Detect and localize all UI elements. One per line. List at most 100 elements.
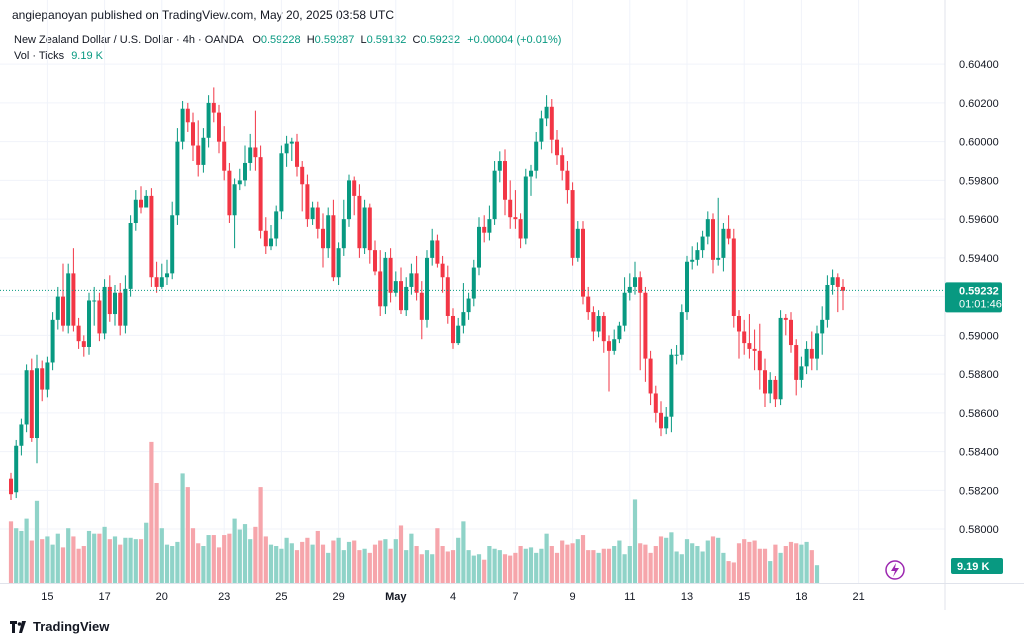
volume-bar	[242, 524, 248, 583]
candle-body	[690, 259, 695, 262]
candle-body	[50, 319, 55, 363]
volume-bar	[742, 539, 747, 583]
price-tick-label: 0.59800	[959, 175, 999, 187]
candle	[87, 292, 91, 355]
candle-body	[409, 273, 414, 287]
candle-body	[269, 238, 273, 247]
candle-body	[695, 250, 700, 260]
candle	[97, 292, 102, 342]
volume-title[interactable]: Vol · Ticks	[14, 50, 65, 62]
volume-bar	[175, 541, 180, 583]
overlay	[0, 289, 945, 580]
candle-body	[757, 350, 762, 371]
time-tick-label: 15	[41, 591, 53, 603]
volume-bar	[248, 539, 253, 583]
volume-bar	[326, 552, 331, 583]
symbol-legend: New Zealand Dollar / U.S. Dollar · 4h · …	[14, 34, 561, 46]
volume-bar	[721, 552, 726, 583]
candle-body	[243, 162, 247, 181]
volume-bar	[783, 546, 788, 583]
candle-body	[393, 281, 398, 293]
candle	[347, 174, 351, 227]
candle	[139, 186, 143, 214]
volume-bar	[81, 546, 86, 583]
candle	[492, 161, 497, 225]
volume-bar	[305, 537, 310, 583]
candle-body	[841, 286, 845, 291]
candle	[258, 145, 263, 239]
candle	[175, 128, 180, 225]
candle-body	[227, 170, 232, 216]
candle-body	[612, 339, 617, 351]
candle	[596, 310, 601, 338]
volume-bar	[216, 547, 222, 583]
volume-bar	[237, 529, 242, 583]
volume-bar	[149, 441, 154, 583]
volume-bar	[300, 541, 305, 583]
candle-body	[581, 228, 585, 297]
candle	[81, 335, 86, 357]
candle-body	[258, 157, 263, 231]
candle-body	[305, 184, 310, 220]
candle-body	[742, 331, 747, 344]
volume-bar	[669, 532, 674, 583]
candle	[211, 87, 216, 123]
volume-bar	[794, 543, 799, 583]
volume-bar	[664, 537, 669, 583]
volume-bar	[66, 528, 71, 583]
candle-body	[97, 300, 102, 334]
volume-bar	[14, 528, 19, 583]
candle-body	[35, 368, 39, 439]
volume-bar	[648, 552, 653, 583]
candle-body	[731, 238, 736, 316]
volume-bar	[24, 518, 29, 583]
candle	[565, 161, 570, 204]
symbol-title[interactable]: New Zealand Dollar / U.S. Dollar · 4h · …	[14, 34, 244, 46]
candle	[560, 147, 565, 181]
candle	[622, 277, 627, 332]
candle-body	[835, 277, 840, 287]
volume-bar	[565, 544, 570, 583]
candle	[206, 95, 211, 148]
candle-body	[196, 145, 201, 165]
candle-body	[279, 153, 284, 212]
volume-bar	[102, 526, 107, 583]
candle-body	[71, 273, 76, 326]
candle	[55, 286, 60, 330]
candle	[399, 267, 403, 315]
candle	[269, 224, 273, 251]
price-tick-label: 0.58400	[959, 447, 999, 459]
volume-bar	[29, 540, 34, 583]
candle	[544, 95, 549, 127]
time-tick-label: May	[385, 591, 407, 603]
volume-bar	[40, 539, 45, 583]
candle-body	[529, 170, 533, 177]
volume-bar	[284, 537, 289, 583]
time-axis[interactable]: 15 17 20 23 25 29 May 4 7 9 11 13 15 18 21	[41, 591, 864, 603]
candle-body	[430, 240, 435, 258]
candle-body	[113, 292, 117, 315]
candle	[742, 319, 747, 355]
candle	[341, 199, 346, 256]
candle	[659, 401, 663, 437]
footer-brand: TradingView	[10, 619, 109, 634]
candle-body	[575, 228, 580, 258]
candle	[331, 199, 336, 282]
candle	[549, 99, 554, 154]
candle	[440, 255, 445, 293]
volume-legend: Vol · Ticks 9.19 K	[14, 50, 103, 62]
candle-body	[425, 257, 429, 320]
candle	[217, 104, 221, 154]
candle-body	[768, 379, 773, 394]
candle-body	[175, 141, 180, 216]
candle-body	[591, 312, 596, 332]
candle	[196, 120, 201, 177]
candle-body	[295, 141, 299, 167]
candle	[310, 201, 315, 225]
candle-body	[555, 139, 559, 156]
candle	[243, 145, 247, 187]
candle-body	[804, 348, 809, 367]
price-axis[interactable]: 0.60400 0.60200 0.60000 0.59800 0.59600 0.594…	[945, 59, 1003, 574]
candle	[508, 180, 513, 229]
